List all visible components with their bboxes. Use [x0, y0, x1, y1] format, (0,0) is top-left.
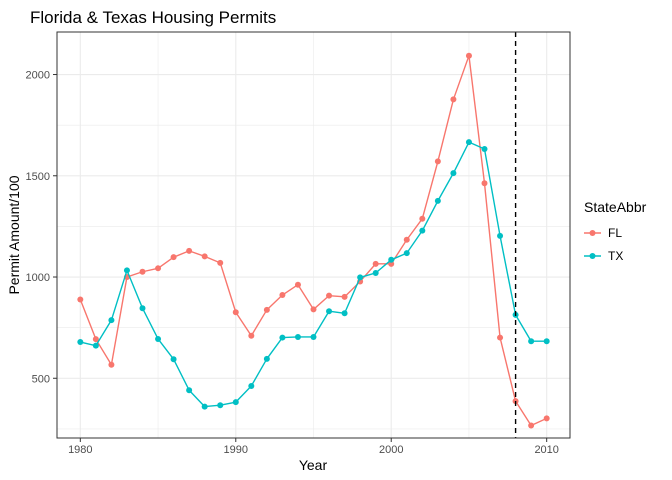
data-point-fl	[279, 292, 286, 299]
x-axis: 1980 1990 2000 2010	[68, 438, 559, 456]
data-point-tx	[217, 402, 224, 409]
series-layer	[77, 52, 550, 429]
legend-item-fl: FL	[584, 226, 622, 240]
legend-key-point	[589, 230, 596, 236]
data-point-fl	[528, 422, 535, 429]
data-point-tx	[139, 305, 146, 312]
data-point-tx	[543, 338, 550, 345]
data-point-tx	[108, 317, 115, 324]
data-point-tx	[528, 338, 535, 345]
legend-label: FL	[608, 226, 622, 240]
data-point-fl	[217, 259, 224, 266]
data-point-tx	[372, 269, 379, 276]
y-axis-title: Permit Amount/100	[6, 175, 22, 294]
data-point-tx	[92, 342, 99, 349]
data-point-fl	[248, 332, 255, 339]
data-point-tx	[450, 170, 457, 177]
legend-title: StateAbbr	[584, 199, 647, 215]
x-axis-title: Year	[299, 457, 328, 473]
data-point-tx	[263, 355, 270, 362]
data-point-fl	[294, 281, 301, 288]
data-point-fl	[108, 361, 115, 368]
y-axis: 500 1000 1500 2000	[26, 70, 57, 385]
data-point-fl	[186, 247, 193, 254]
x-tick-label: 2000	[379, 444, 403, 456]
data-point-fl	[310, 306, 317, 313]
y-tick-label: 1500	[26, 171, 50, 183]
data-point-tx	[279, 334, 286, 341]
data-point-fl	[232, 309, 239, 316]
data-point-tx	[388, 256, 395, 263]
x-tick-label: 1980	[68, 444, 92, 456]
data-point-fl	[419, 215, 426, 222]
plot-panel-border	[56, 31, 571, 439]
data-point-fl	[497, 334, 504, 341]
chart-title: Florida & Texas Housing Permits	[30, 8, 276, 27]
data-point-fl	[481, 180, 488, 187]
data-point-fl	[201, 253, 208, 260]
data-point-tx	[357, 274, 364, 281]
data-point-fl	[543, 415, 550, 422]
data-point-fl	[263, 306, 270, 313]
data-point-tx	[434, 197, 441, 204]
data-point-tx	[403, 250, 410, 257]
data-point-tx	[232, 399, 239, 406]
data-point-tx	[294, 333, 301, 340]
data-point-fl	[450, 96, 457, 103]
y-tick-label: 500	[32, 373, 50, 385]
data-point-tx	[419, 227, 426, 234]
legend-key-point	[589, 253, 596, 259]
legend-label: TX	[608, 249, 623, 263]
data-point-fl	[372, 260, 379, 267]
data-point-tx	[326, 308, 333, 315]
data-point-fl	[170, 254, 177, 261]
data-point-tx	[170, 356, 177, 363]
data-point-fl	[77, 296, 84, 303]
data-point-fl	[403, 236, 410, 243]
data-point-fl	[326, 292, 333, 299]
data-point-tx	[186, 387, 193, 394]
x-tick-label: 1990	[224, 444, 248, 456]
data-point-fl	[139, 268, 146, 275]
y-tick-label: 1000	[26, 272, 50, 284]
data-point-tx	[77, 339, 84, 346]
data-point-tx	[310, 333, 317, 340]
data-point-fl	[465, 52, 472, 59]
data-point-tx	[248, 382, 255, 389]
grid-minor	[57, 32, 570, 438]
data-point-tx	[201, 403, 208, 410]
grid-major	[57, 32, 570, 438]
data-point-tx	[481, 146, 488, 153]
data-point-fl	[434, 158, 441, 165]
data-point-tx	[497, 232, 504, 239]
legend: StateAbbr FL TX	[584, 199, 647, 263]
legend-item-tx: TX	[584, 249, 623, 263]
data-point-fl	[155, 265, 162, 272]
series-tx	[77, 139, 550, 410]
data-point-tx	[123, 267, 130, 274]
data-point-tx	[465, 139, 472, 146]
data-point-fl	[92, 336, 99, 343]
data-point-tx	[155, 335, 162, 342]
data-point-tx	[341, 310, 348, 317]
data-point-fl	[341, 293, 348, 300]
x-tick-label: 2010	[534, 444, 558, 456]
y-tick-label: 2000	[26, 70, 50, 82]
